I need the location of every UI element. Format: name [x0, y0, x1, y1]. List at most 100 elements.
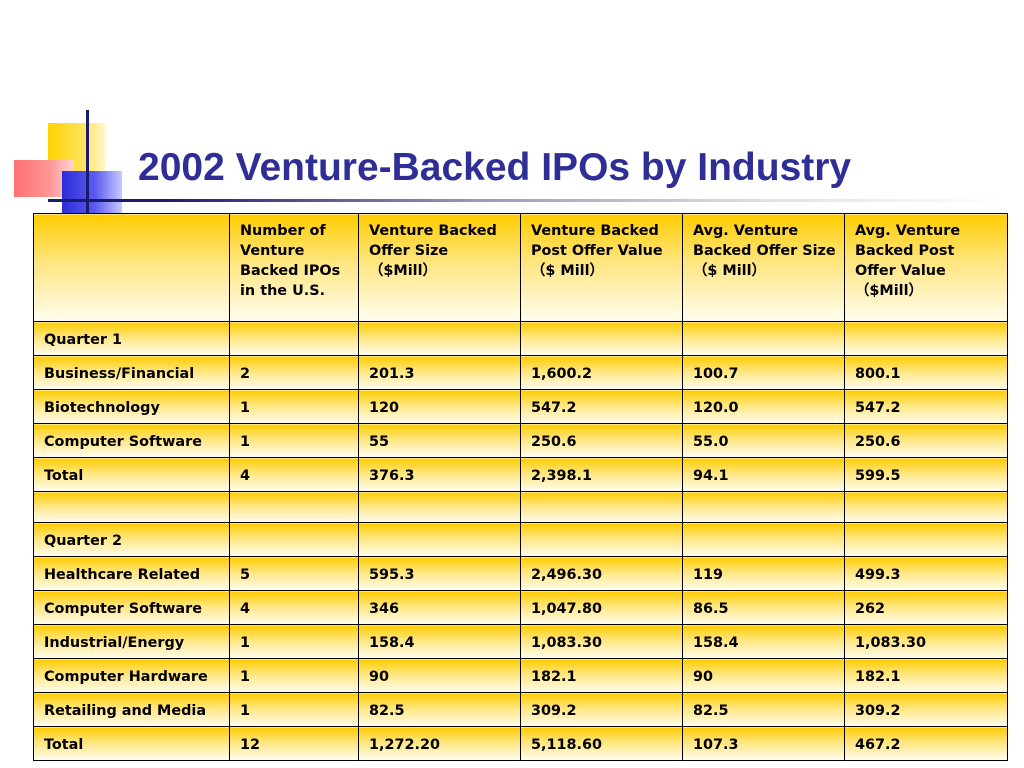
header-avg-post-offer-value: Avg. Venture Backed Post Offer Value （$M…	[844, 213, 1008, 322]
table-cell	[520, 321, 683, 356]
table-cell: 1,083.30	[520, 624, 683, 659]
table-cell: 90	[358, 658, 521, 693]
table-cell: 82.5	[682, 692, 845, 727]
table-cell: 55.0	[682, 423, 845, 458]
table-cell: 2	[229, 355, 359, 390]
table-cell	[229, 321, 359, 356]
table-cell: 5	[229, 556, 359, 591]
table-cell: 90	[682, 658, 845, 693]
row-label-cell: Computer Software	[33, 423, 230, 458]
table-cell: 119	[682, 556, 845, 591]
table-cell: 4	[229, 457, 359, 492]
table-cell: 1,047.80	[520, 590, 683, 625]
table-cell: 1	[229, 692, 359, 727]
table-cell: 1,272.20	[358, 726, 521, 761]
table-cell: 2,398.1	[520, 457, 683, 492]
table-row: Computer Hardware 1 90 182.1 90 182.1	[33, 658, 1008, 693]
table-cell	[520, 522, 683, 557]
table-cell	[229, 491, 359, 523]
table-cell	[844, 491, 1008, 523]
table-cell: 120	[358, 389, 521, 424]
table-row: Total 12 1,272.20 5,118.60 107.3 467.2	[33, 726, 1008, 761]
slide-title: 2002 Venture-Backed IPOs by Industry	[138, 146, 852, 189]
decor-blue-square	[62, 171, 122, 213]
table-row: Computer Software 4 346 1,047.80 86.5 262	[33, 590, 1008, 625]
table-cell: 201.3	[358, 355, 521, 390]
title-underline	[48, 199, 1008, 202]
table-cell: 376.3	[358, 457, 521, 492]
table-cell: 1	[229, 658, 359, 693]
table-cell: 547.2	[520, 389, 683, 424]
table-cell: 346	[358, 590, 521, 625]
table-body: Number of Venture Backed IPOs in the U.S…	[33, 213, 1008, 761]
table-cell: 250.6	[844, 423, 1008, 458]
table-cell	[682, 522, 845, 557]
table-cell: 94.1	[682, 457, 845, 492]
table-cell: 595.3	[358, 556, 521, 591]
table-cell: 107.3	[682, 726, 845, 761]
table-cell: 100.7	[682, 355, 845, 390]
table-cell: 467.2	[844, 726, 1008, 761]
header-post-offer-value: Venture Backed Post Offer Value （$ Mill）	[520, 213, 683, 322]
table-cell: 262	[844, 590, 1008, 625]
table-cell	[682, 321, 845, 356]
header-offer-size: Venture Backed Offer Size （$Mill）	[358, 213, 521, 322]
table-cell	[520, 491, 683, 523]
header-blank	[33, 213, 230, 322]
table-cell: 4	[229, 590, 359, 625]
table-cell: 182.1	[844, 658, 1008, 693]
row-label-cell: Retailing and Media	[33, 692, 230, 727]
table-cell: 2,496.30	[520, 556, 683, 591]
table-cell	[844, 321, 1008, 356]
table-cell: 800.1	[844, 355, 1008, 390]
table-cell: 547.2	[844, 389, 1008, 424]
table-cell: 1,083.30	[844, 624, 1008, 659]
ipo-table: Number of Venture Backed IPOs in the U.S…	[33, 213, 1008, 761]
table-cell: 120.0	[682, 389, 845, 424]
table-row: Retailing and Media 1 82.5 309.2 82.5 309.2	[33, 692, 1008, 727]
header-avg-offer-size: Avg. Venture Backed Offer Size （$ Mill）	[682, 213, 845, 322]
row-label-cell: Business/Financial	[33, 355, 230, 390]
decor-vertical-line	[86, 110, 89, 215]
row-label-cell: Biotechnology	[33, 389, 230, 424]
table-cell: 158.4	[358, 624, 521, 659]
table-cell: 12	[229, 726, 359, 761]
header-number-of-ipos: Number of Venture Backed IPOs in the U.S…	[229, 213, 359, 322]
table-cell	[358, 522, 521, 557]
table-cell: 1	[229, 423, 359, 458]
table-row: Total 4 376.3 2,398.1 94.1 599.5	[33, 457, 1008, 492]
table-row: Healthcare Related 5 595.3 2,496.30 119 499.3	[33, 556, 1008, 591]
table-cell: 82.5	[358, 692, 521, 727]
table-cell: 499.3	[844, 556, 1008, 591]
table-cell: 599.5	[844, 457, 1008, 492]
table-cell: 158.4	[682, 624, 845, 659]
row-label-cell: Total	[33, 457, 230, 492]
table-row: Business/Financial 2 201.3 1,600.2 100.7 800.…	[33, 355, 1008, 390]
table-cell	[682, 491, 845, 523]
table-row: Industrial/Energy 1 158.4 1,083.30 158.4 1,08…	[33, 624, 1008, 659]
table-row: Biotechnology 1 120 547.2 120.0 547.2	[33, 389, 1008, 424]
table-cell: 1	[229, 624, 359, 659]
table-row	[33, 491, 1008, 523]
table-cell: 250.6	[520, 423, 683, 458]
table-cell: 1,600.2	[520, 355, 683, 390]
table-cell: 86.5	[682, 590, 845, 625]
row-label-cell: Quarter 2	[33, 522, 230, 557]
table-cell: 182.1	[520, 658, 683, 693]
table-cell	[229, 522, 359, 557]
table-row: Quarter 1	[33, 321, 1008, 356]
row-label-cell: Healthcare Related	[33, 556, 230, 591]
table-cell	[358, 491, 521, 523]
table-cell	[358, 321, 521, 356]
row-label-cell: Total	[33, 726, 230, 761]
row-label-cell	[33, 491, 230, 523]
table-cell: 309.2	[520, 692, 683, 727]
table-cell: 1	[229, 389, 359, 424]
table-header-row: Number of Venture Backed IPOs in the U.S…	[33, 213, 1008, 322]
table-row: Quarter 2	[33, 522, 1008, 557]
table-cell: 309.2	[844, 692, 1008, 727]
table-cell: 5,118.60	[520, 726, 683, 761]
row-label-cell: Quarter 1	[33, 321, 230, 356]
table-cell: 55	[358, 423, 521, 458]
table-row: Computer Software 1 55 250.6 55.0 250.6	[33, 423, 1008, 458]
